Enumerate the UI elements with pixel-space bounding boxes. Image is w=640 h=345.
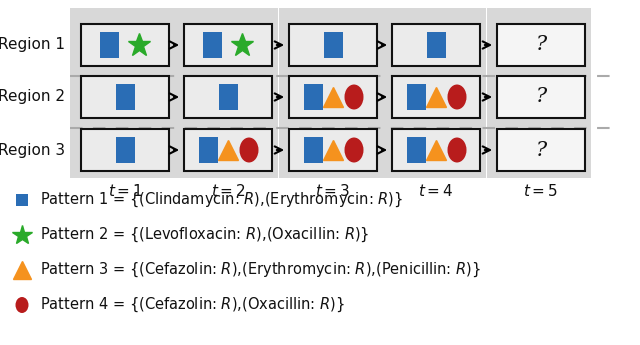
Bar [184,129,272,171]
Ellipse shape [447,138,467,162]
Text: Pattern 1 = {(Clindamycin: $\mathit{R}$),(Erythromycin: $\mathit{R}$)}: Pattern 1 = {(Clindamycin: $\mathit{R}$)… [40,191,403,209]
Bar [392,129,480,171]
Ellipse shape [344,85,364,109]
Ellipse shape [447,85,467,109]
Bar [303,137,323,163]
Bar [279,8,383,178]
Text: ?: ? [536,36,547,55]
Bar [497,76,585,118]
Bar [99,32,118,58]
Ellipse shape [239,138,259,162]
Bar [289,76,377,118]
Text: $t = 5$: $t = 5$ [524,183,559,199]
Ellipse shape [344,138,364,162]
Bar [198,137,218,163]
Text: Pattern 4 = {(Cefazolin: $\mathit{R}$),(Oxacillin: $\mathit{R}$)}: Pattern 4 = {(Cefazolin: $\mathit{R}$),(… [40,296,345,314]
Bar [218,84,237,110]
Bar [184,24,272,66]
Text: Region 1: Region 1 [0,38,65,52]
Bar [81,76,169,118]
Bar [382,8,486,178]
Text: $t = 1$: $t = 1$ [108,183,143,199]
Text: ?: ? [536,140,547,159]
Bar [202,32,221,58]
Text: ?: ? [536,88,547,107]
Text: $t = 3$: $t = 3$ [316,183,351,199]
Bar [323,32,342,58]
Bar [184,76,272,118]
Text: Pattern 2 = {(Levofloxacin: $\mathit{R}$),(Oxacillin: $\mathit{R}$)}: Pattern 2 = {(Levofloxacin: $\mathit{R}$… [40,226,369,244]
Text: Region 3: Region 3 [0,142,65,158]
Bar [303,84,323,110]
Bar [426,32,445,58]
Bar [81,129,169,171]
Bar [289,24,377,66]
Bar [487,8,591,178]
Text: $t = 2$: $t = 2$ [211,183,245,199]
Bar [115,84,134,110]
Bar [497,24,585,66]
Bar [16,194,28,206]
Bar [70,8,174,178]
Text: Region 2: Region 2 [0,89,65,105]
Bar [392,76,480,118]
Bar [81,24,169,66]
Text: $t = 4$: $t = 4$ [419,183,454,199]
Bar [289,129,377,171]
Bar [406,84,426,110]
Bar [174,8,278,178]
Bar [392,24,480,66]
Bar [497,129,585,171]
Bar [115,137,134,163]
Ellipse shape [15,297,29,313]
Bar [406,137,426,163]
Text: Pattern 3 = {(Cefazolin: $\mathit{R}$),(Erythromycin: $\mathit{R}$),(Penicillin:: Pattern 3 = {(Cefazolin: $\mathit{R}$),(… [40,261,481,279]
